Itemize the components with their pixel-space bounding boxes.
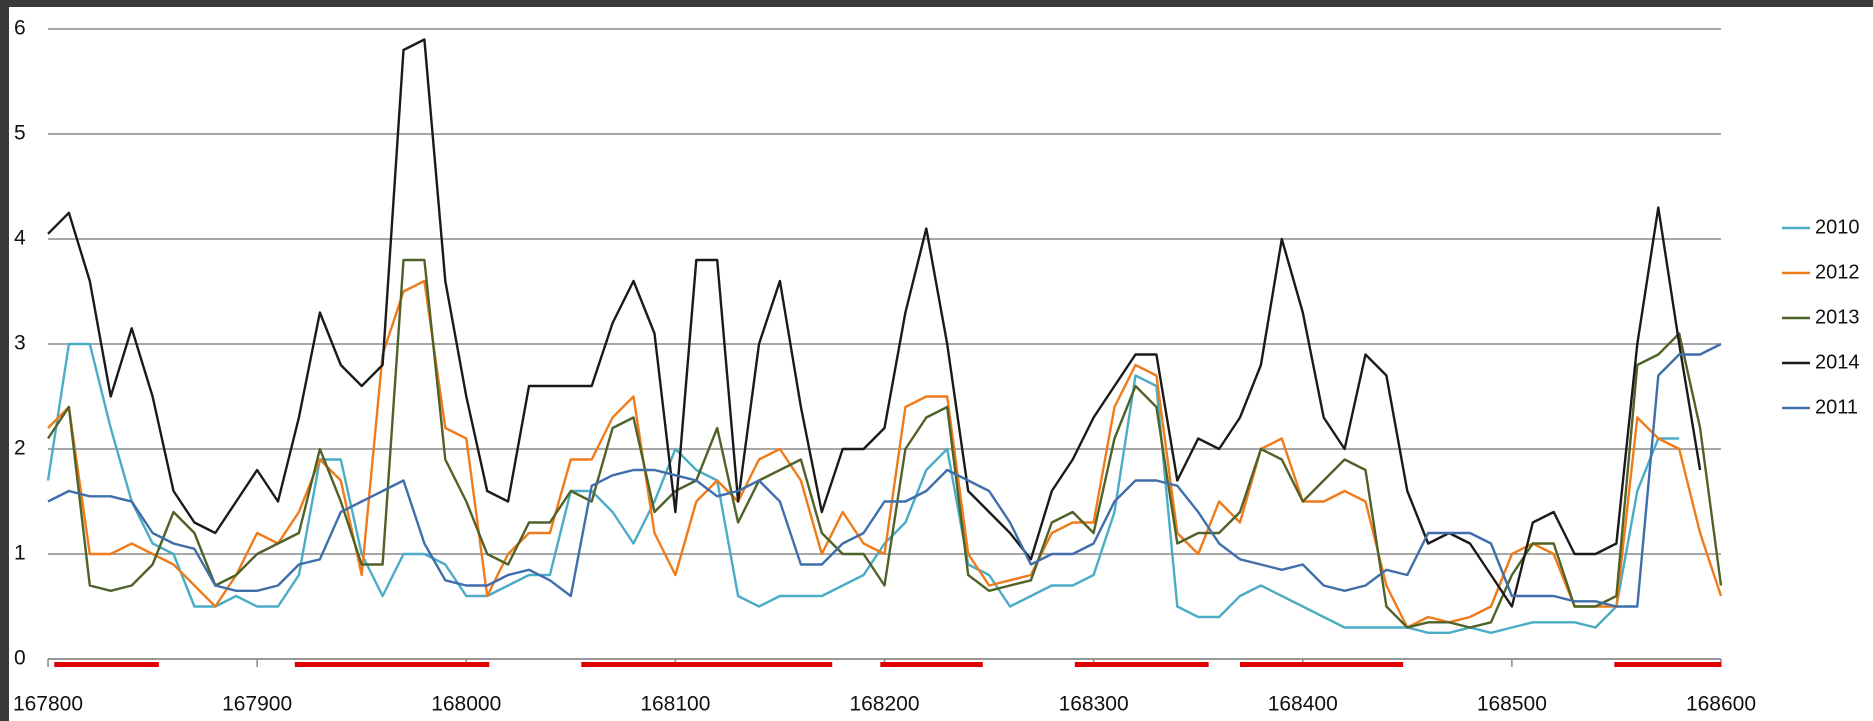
legend-label: 2012 (1815, 261, 1860, 283)
highlight-range (54, 662, 159, 667)
x-tick-label: 167900 (222, 693, 292, 716)
legend-label: 2014 (1815, 351, 1860, 373)
highlight-range (1074, 662, 1209, 667)
legend-label: 2013 (1815, 306, 1860, 328)
frame-top (0, 0, 1873, 7)
highlight-range (1240, 662, 1404, 667)
series-line (47, 258, 1723, 629)
x-tick-label: 168200 (849, 693, 919, 716)
highlight-range (1614, 662, 1721, 667)
y-tick-label: 1 (14, 542, 26, 565)
y-tick-label: 3 (14, 332, 26, 355)
series-line (47, 38, 1702, 608)
series-line (47, 342, 1722, 608)
frame-left (0, 0, 9, 721)
highlight-range (880, 662, 983, 667)
highlight-range (581, 662, 833, 667)
series-line (46, 342, 1680, 634)
legend-label: 2010 (1815, 216, 1860, 238)
x-tick-label: 168500 (1477, 693, 1547, 716)
x-tick-label: 168000 (431, 693, 501, 716)
y-tick-label: 5 (14, 122, 26, 145)
y-tick-label: 6 (14, 17, 26, 40)
y-tick-label: 0 (14, 647, 26, 670)
legend-label: 2011 (1815, 396, 1858, 418)
x-tick-label: 168400 (1268, 693, 1338, 716)
x-tick-label: 168300 (1059, 693, 1129, 716)
y-tick-label: 2 (14, 437, 26, 460)
x-tick-label: 168100 (640, 693, 710, 716)
y-tick-label: 4 (14, 227, 26, 250)
x-tick-label: 168600 (1686, 693, 1756, 716)
highlight-range (294, 662, 490, 667)
x-tick-label: 167800 (13, 693, 83, 716)
